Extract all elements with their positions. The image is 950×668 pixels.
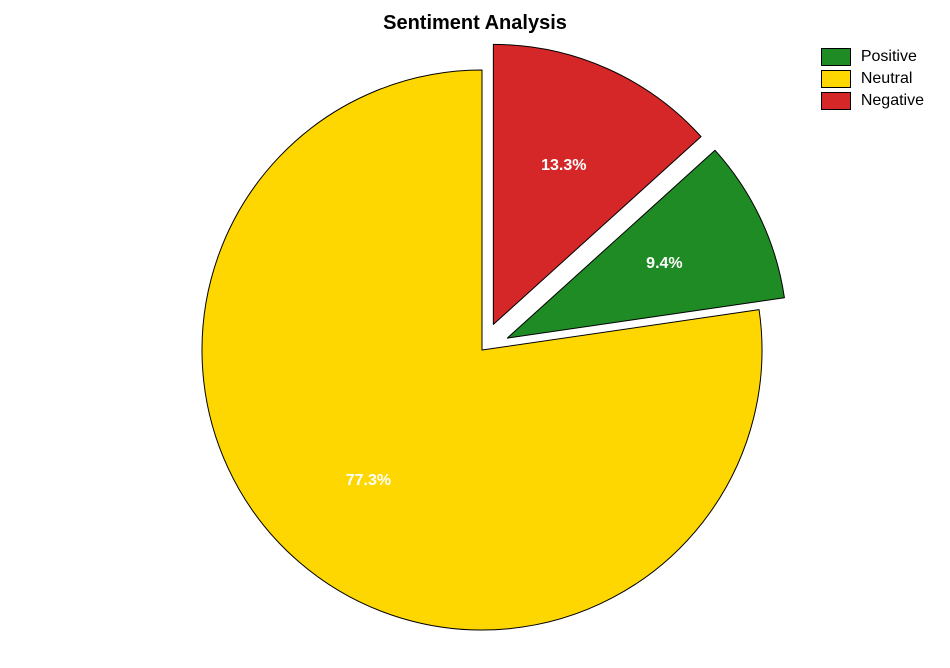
pie-chart xyxy=(164,32,800,668)
chart-container: Sentiment Analysis PositiveNeutralNegati… xyxy=(0,0,950,662)
legend-swatch xyxy=(821,92,851,110)
slice-label: 77.3% xyxy=(346,472,391,490)
slice-label: 9.4% xyxy=(646,255,682,273)
legend-label: Neutral xyxy=(861,70,913,88)
legend: Positive Neutral Negative xyxy=(821,48,924,114)
legend-label: Negative xyxy=(861,92,924,110)
legend-item: Negative xyxy=(821,92,924,110)
slice-label: 13.3% xyxy=(541,157,586,175)
legend-label: Positive xyxy=(861,48,917,66)
legend-swatch xyxy=(821,70,851,88)
legend-item: Positive xyxy=(821,48,924,66)
legend-swatch xyxy=(821,48,851,66)
legend-item: Neutral xyxy=(821,70,924,88)
